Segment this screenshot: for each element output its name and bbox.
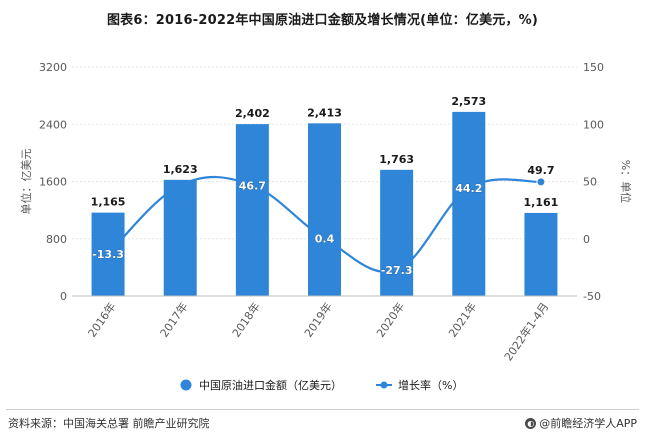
line-value-label: 49.7 (527, 164, 554, 177)
chart-title: 图表6：2016-2022年中国原油进口金额及增长情况(单位：亿美元，%) (106, 13, 539, 28)
brand-credit: ◐ @前瞻经济学人APP (525, 415, 637, 431)
x-tick-label: 2016年 (85, 300, 119, 340)
x-tick-label: 2020年 (373, 300, 407, 340)
bar (91, 212, 125, 296)
bar (380, 169, 414, 296)
y-left-tick-label: 800 (46, 233, 67, 246)
y-right-tick-label: -50 (583, 290, 601, 303)
bar-value-label: 2,402 (235, 107, 270, 120)
legend-line-label: 增长率（%） (398, 378, 463, 392)
line-value-label: 44.2 (455, 182, 482, 195)
bar-series (91, 111, 558, 296)
line-value-label: -13.3 (92, 248, 124, 261)
x-tick-label: 2019年 (301, 300, 335, 340)
bar (524, 212, 558, 296)
legend: 中国原油进口金额（亿美元） 增长率（%） (180, 378, 463, 392)
x-tick-label: 2021年 (445, 300, 479, 340)
bar (235, 124, 269, 296)
bar (163, 179, 197, 296)
bar-value-label: 2,573 (451, 95, 486, 108)
legend-bar-label: 中国原油进口金额（亿美元） (199, 378, 342, 392)
source-note: 资料来源：中国海关总署 前瞻产业研究院 (8, 417, 210, 430)
x-tick-label: 2017年 (157, 300, 191, 340)
y-right-tick-label: 0 (583, 233, 590, 246)
bar-value-label: 1,165 (91, 196, 126, 209)
x-tick-label: 2022年1-4月 (501, 300, 551, 364)
line-value-label: 46.7 (239, 179, 266, 192)
y-left-tick-label: 1600 (39, 176, 67, 189)
y-right-axis-title: %：单位 (619, 160, 633, 203)
line-value-label: -27.3 (381, 264, 413, 277)
growth-rate-line (107, 175, 542, 273)
footer-divider (6, 409, 639, 410)
y-left-tick-label: 3200 (39, 61, 67, 74)
y-right-tick-label: 100 (583, 118, 604, 131)
y-left-axis-title: 单位：亿美元 (19, 149, 33, 215)
bar-value-label: 2,413 (307, 106, 342, 119)
line-series (107, 175, 546, 273)
brand-text: @前瞻经济学人APP (539, 417, 637, 430)
bar-value-label: 1,763 (379, 153, 414, 166)
x-tick-label: 2018年 (229, 300, 263, 340)
line-point-marker (536, 177, 546, 187)
line-value-label: 0.4 (315, 232, 335, 245)
brand-logo-icon: ◐ (525, 417, 537, 429)
bar-value-label: 1,161 (524, 196, 559, 209)
bar (308, 123, 341, 296)
bar-value-label: 1,623 (163, 163, 198, 176)
y-right-tick-label: 150 (583, 61, 604, 74)
legend-bar-swatch (180, 379, 192, 391)
legend-line-marker (380, 381, 388, 389)
bar (452, 111, 486, 296)
data-labels: 1,165 1,623 2,402 2,413 1,763 2,573 1,161 -13.3… (91, 95, 559, 277)
y-right-tick-label: 50 (583, 176, 597, 189)
y-left-tick-label: 0 (60, 290, 67, 303)
y-left-tick-label: 2400 (39, 118, 67, 131)
